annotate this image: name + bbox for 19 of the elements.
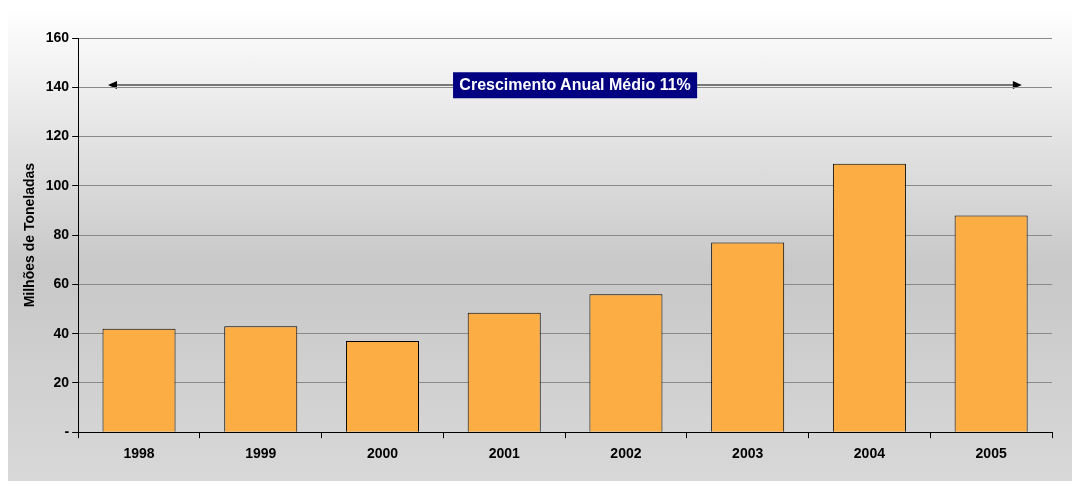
y-tick-label: 40 bbox=[53, 324, 70, 341]
x-tick-label: 2003 bbox=[732, 445, 764, 462]
y-tick-label: 120 bbox=[45, 127, 70, 144]
x-tick-label: 2004 bbox=[853, 445, 886, 462]
y-tick-label: 20 bbox=[53, 373, 70, 390]
y-tick-label: 60 bbox=[53, 275, 70, 292]
x-tick-label: 1998 bbox=[123, 445, 155, 462]
y-tick-label: 160 bbox=[45, 28, 70, 45]
x-tick-label: 2002 bbox=[610, 445, 642, 462]
annotation: Crescimento Anual Médio 11% bbox=[459, 75, 691, 93]
y-tick-label: - bbox=[64, 423, 70, 440]
x-tick-label: 2005 bbox=[975, 445, 1007, 462]
y-tick-label: 140 bbox=[45, 78, 70, 95]
y-tick-label: 80 bbox=[53, 225, 70, 242]
x-tick-label: 2001 bbox=[488, 445, 520, 462]
x-tick-label: 1999 bbox=[245, 445, 277, 462]
x-tick-label: 2000 bbox=[366, 445, 399, 462]
y-tick-label: 100 bbox=[45, 176, 70, 193]
y-axis-title: Milhões de Toneladas bbox=[21, 162, 38, 308]
